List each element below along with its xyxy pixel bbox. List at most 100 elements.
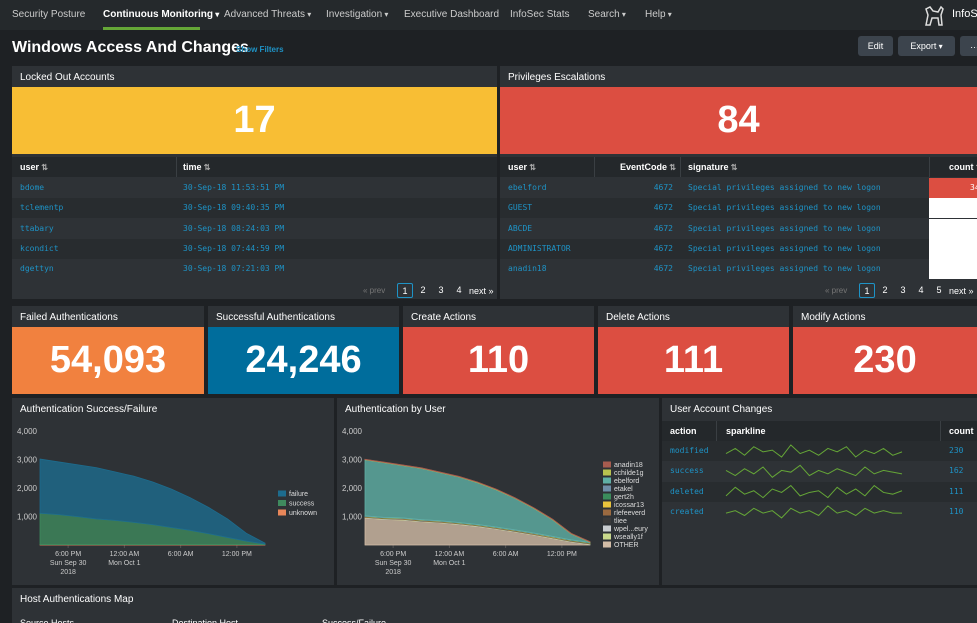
more-button[interactable]: … [960,36,977,56]
nav-item[interactable]: InfoSec Stats [510,9,570,20]
panel: User Account Changes action sparkline count… [662,398,977,585]
column-header: Success/Failure [322,618,387,623]
legend-label: icossar13 [614,502,644,509]
nav-item[interactable]: Search [588,9,626,20]
x-tick-label: 6:00 AM [168,551,194,558]
table-row [662,441,977,461]
panel: Authentication Success/Failure 1,000 2,000… [12,398,334,585]
column-header[interactable]: user [20,162,48,172]
single-value-band: 110 [403,327,594,394]
pager-prev[interactable]: « prev [363,286,386,295]
cell: 110 [949,506,964,516]
column-header[interactable]: sparkline [726,426,766,436]
cell[interactable]: ADMINISTRATOR [508,243,571,253]
cell[interactable]: GUEST [508,203,533,213]
table-row [500,218,929,239]
pager-page[interactable]: 4 [918,285,924,295]
legend-label: wpel...eury [613,526,648,533]
cell: 4672 [653,264,673,274]
cell[interactable]: created [670,506,704,516]
nav-item[interactable]: Help [645,9,672,20]
pager-page[interactable]: 2 [420,285,426,295]
edit-button[interactable]: Edit [858,36,893,56]
single-value-band: 111 [598,327,789,394]
panel-title: Modify Actions [801,312,866,323]
x-tick-label: 6:00 AM [493,551,519,558]
cell[interactable]: ABCDE [508,223,533,233]
pager-page[interactable]: 3 [900,285,906,295]
panel-title: Successful Authentications [216,312,335,323]
x-tick-label: 6:00 PM [55,551,81,558]
cell: Special privileges assigned to new logon [688,223,881,233]
count-cell [929,218,977,239]
cell[interactable]: modified [670,446,709,455]
pager-page[interactable]: 4 [456,285,462,295]
pager-page[interactable]: 2 [882,285,888,295]
x-tick-label: 6:00 PM [380,551,406,558]
pager-page[interactable]: 1 [397,283,413,298]
column-header[interactable]: user [508,162,536,172]
single-value-band: 230 [793,327,977,394]
panel-title: Host Authentications Map [20,594,134,605]
legend-label: ebelford [614,478,639,485]
panel: Successful Authentications 24,246 [208,306,399,394]
pager-prev[interactable]: « prev [825,286,848,295]
cell[interactable]: ttabary [20,223,54,233]
count-cell [929,259,977,280]
logo [925,5,944,26]
nav-item[interactable]: Security Posture [12,9,86,20]
nav-item[interactable]: Continuous Monitoring [103,9,219,20]
pager-page[interactable]: 3 [438,285,444,295]
pager-page[interactable]: 1 [859,283,875,298]
column-header: Source Hosts [20,618,75,623]
nav-item[interactable]: Investigation [326,9,388,20]
nav-item[interactable]: Executive Dashboard [404,9,500,20]
pager-next[interactable]: next » [469,286,494,296]
export-button[interactable]: Export [898,36,955,56]
panel: Failed Authentications 54,093 [12,306,204,394]
column-header[interactable]: time [183,162,210,172]
cell[interactable]: bdome [20,183,45,192]
legend-swatch [603,533,611,540]
cell[interactable]: deleted [670,486,704,496]
cell[interactable]: dgettyn [20,264,54,274]
legend-label: OTHER [614,542,639,549]
column-header[interactable]: action [670,426,697,436]
column-header[interactable]: signature [688,162,737,172]
column-header[interactable]: EventCode [620,162,676,172]
chart: 1,000 2,000 3,000 4,000 6:00 PM Sun Sep 30 201… [17,427,317,576]
column-header[interactable]: count [949,162,977,172]
legend-swatch [278,500,286,506]
single-value-band: 84 [500,87,977,154]
legend-swatch [278,509,286,516]
cell[interactable]: tclementp [20,203,64,213]
count-cell [929,198,977,219]
dashboard-title: Windows Access And Changes [12,39,249,56]
cell[interactable]: kcondict [20,243,59,253]
legend-label: tliee [614,518,627,525]
x-tick-label: 12:00 AM [435,551,465,558]
pager-page[interactable]: 5 [936,285,942,295]
legend-label: gert2h [614,494,634,501]
panel-title: Locked Out Accounts [20,72,115,83]
cell: 4672 [653,243,673,253]
pager-next[interactable]: next » [949,286,974,296]
x-tick-label: 12:00 PM [222,551,252,558]
cell: 4672 [653,203,673,213]
cell[interactable]: success [670,466,704,476]
cell: 230 [949,446,964,455]
y-tick-label: 1,000 [342,513,363,522]
count-value: 34 [970,183,977,192]
cell[interactable]: anadin18 [508,264,547,274]
cell: 30-Sep-18 11:53:51 PM [183,183,285,192]
cell[interactable]: ebelford [508,183,547,192]
sparkline [725,464,903,478]
column-header[interactable]: count [949,426,974,436]
x-tick-label: 2018 [60,569,76,576]
panel: Delete Actions 111 [598,306,789,394]
legend-label: wseally1f [613,534,643,541]
nav-item[interactable]: Advanced Threats [224,9,311,20]
show-filters[interactable]: Show Filters [236,45,284,54]
y-tick-label: 2,000 [342,484,363,493]
